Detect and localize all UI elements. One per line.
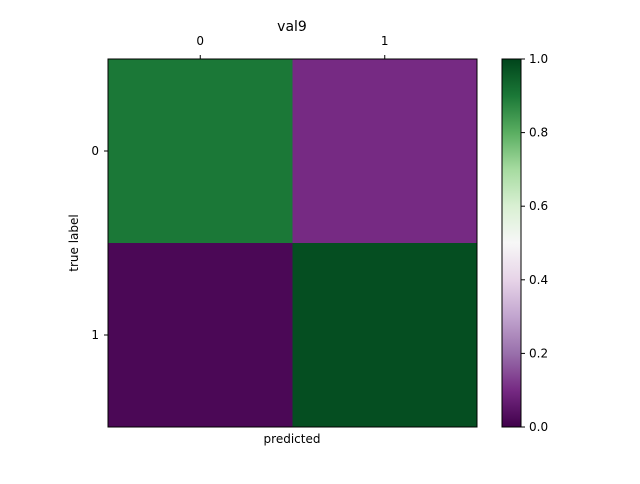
x-tick-label: 1 [381, 34, 389, 48]
y-tick-label: 1 [91, 328, 99, 342]
colorbar-tick-label: 0.8 [529, 126, 548, 140]
colorbar-tick-label: 0.4 [529, 273, 548, 287]
colorbar-tick-label: 0.0 [529, 420, 548, 434]
y-axis-ticks: 01 [91, 144, 108, 342]
colorbar-tick-label: 0.6 [529, 199, 548, 213]
plot-frame [107, 58, 478, 428]
x-tick-label: 0 [196, 34, 204, 48]
colorbar-ticks: 0.0 0.2 0.4 0.6 0.8 1.0 [521, 52, 548, 434]
y-axis-label: true label [67, 214, 81, 271]
heatmap-cell-r0-c1 [292, 59, 478, 244]
y-tick-label: 0 [91, 144, 99, 158]
colorbar-gradient [502, 59, 521, 427]
heatmap-cell-r1-c1 [292, 243, 478, 428]
colorbar-tick-label: 1.0 [529, 52, 548, 66]
colorbar-tick-label: 0.2 [529, 346, 548, 360]
heatmap-cells [108, 59, 478, 428]
colorbar: 0.0 0.2 0.4 0.6 0.8 1.0 [501, 52, 548, 434]
heatmap-cell-r0-c0 [108, 59, 293, 244]
heatmap-cell-r1-c0 [108, 243, 293, 428]
x-axis-label: predicted [264, 432, 321, 446]
chart-title: val9 [277, 19, 307, 35]
colorbar-frame [501, 58, 522, 428]
